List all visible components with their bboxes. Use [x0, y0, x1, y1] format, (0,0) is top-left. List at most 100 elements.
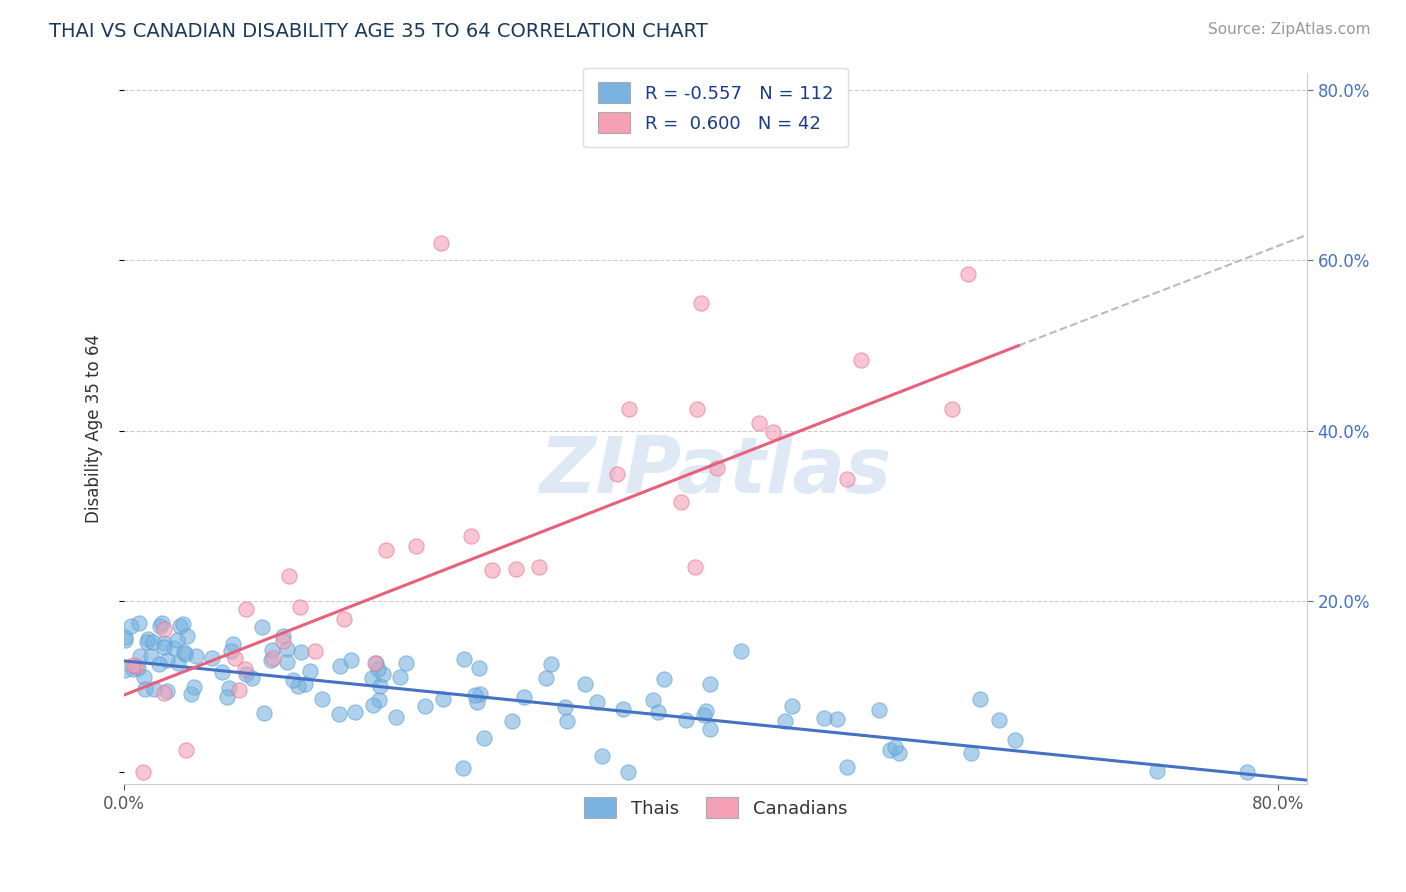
Point — [827, 712, 849, 726]
Point — [218, 681, 240, 696]
Y-axis label: Disability Age 35 to 64: Disability Age 35 to 64 — [86, 334, 103, 524]
Point — [141, 648, 163, 663]
Point — [868, 703, 890, 717]
Point — [384, 710, 406, 724]
Point — [328, 707, 350, 722]
Point — [363, 698, 385, 713]
Point — [706, 461, 728, 475]
Point — [298, 664, 321, 678]
Point — [585, 695, 607, 709]
Point — [120, 618, 142, 632]
Point — [835, 760, 858, 774]
Point — [148, 657, 170, 671]
Point — [184, 648, 207, 663]
Point — [169, 619, 191, 633]
Point — [574, 677, 596, 691]
Point — [271, 629, 294, 643]
Point — [271, 633, 294, 648]
Text: ZIPatlas: ZIPatlas — [540, 434, 891, 509]
Point — [762, 425, 785, 440]
Point — [156, 653, 179, 667]
Point — [367, 662, 389, 676]
Point — [959, 746, 981, 760]
Point — [813, 711, 835, 725]
Point — [253, 706, 276, 720]
Point — [1236, 764, 1258, 779]
Point — [344, 705, 367, 719]
Point — [172, 616, 194, 631]
Point — [129, 649, 152, 664]
Point — [183, 680, 205, 694]
Point — [647, 705, 669, 719]
Point — [368, 679, 391, 693]
Point — [606, 467, 628, 482]
Point — [260, 653, 283, 667]
Point — [395, 656, 418, 670]
Point — [467, 696, 489, 710]
Point — [464, 688, 486, 702]
Point — [150, 616, 173, 631]
Point — [136, 632, 159, 646]
Point — [277, 568, 299, 582]
Point — [470, 687, 492, 701]
Point — [472, 731, 495, 745]
Point — [132, 670, 155, 684]
Text: Source: ZipAtlas.com: Source: ZipAtlas.com — [1208, 22, 1371, 37]
Point — [941, 402, 963, 417]
Point — [174, 647, 197, 661]
Point — [460, 529, 482, 543]
Point — [773, 714, 796, 728]
Point — [685, 559, 707, 574]
Point — [451, 761, 474, 775]
Point — [513, 690, 536, 704]
Point — [166, 632, 188, 647]
Point — [149, 619, 172, 633]
Point — [368, 692, 391, 706]
Point — [283, 673, 305, 688]
Point — [835, 472, 858, 486]
Point — [685, 402, 707, 417]
Point — [121, 662, 143, 676]
Point — [364, 657, 387, 671]
Point — [501, 714, 523, 728]
Point — [136, 635, 159, 649]
Point — [453, 652, 475, 666]
Point — [554, 699, 576, 714]
Point — [527, 560, 550, 574]
Point — [616, 764, 638, 779]
Legend: Thais, Canadians: Thais, Canadians — [576, 790, 855, 825]
Point — [389, 670, 412, 684]
Point — [505, 562, 527, 576]
Point — [311, 691, 333, 706]
Point — [127, 661, 149, 675]
Point — [371, 666, 394, 681]
Point — [134, 681, 156, 696]
Point — [163, 640, 186, 655]
Point — [361, 671, 384, 685]
Point — [654, 673, 676, 687]
Point — [699, 677, 721, 691]
Point — [969, 691, 991, 706]
Point — [250, 620, 273, 634]
Point — [124, 659, 146, 673]
Point — [782, 698, 804, 713]
Point — [619, 401, 641, 416]
Point — [235, 666, 257, 681]
Point — [339, 653, 361, 667]
Point — [671, 495, 693, 509]
Point — [201, 651, 224, 665]
Point — [430, 236, 453, 251]
Point — [114, 630, 136, 644]
Point — [156, 683, 179, 698]
Point — [884, 739, 907, 754]
Point — [366, 656, 388, 670]
Point — [287, 679, 309, 693]
Point — [329, 658, 352, 673]
Point — [276, 655, 298, 669]
Point — [142, 682, 165, 697]
Point — [176, 629, 198, 643]
Point — [128, 615, 150, 630]
Point — [219, 644, 242, 658]
Point — [988, 713, 1011, 727]
Point — [153, 640, 176, 654]
